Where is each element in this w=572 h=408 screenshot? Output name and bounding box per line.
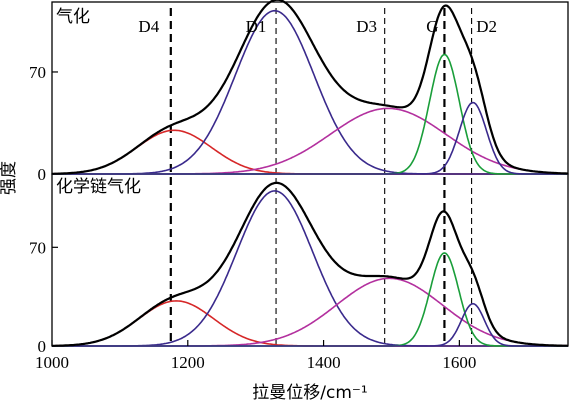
axis-ticks: 0 70 0 70 1000 1200 1400 1600 bbox=[29, 63, 476, 372]
component-curve-1-4 bbox=[52, 302, 568, 347]
component-curve-1-2 bbox=[52, 277, 569, 347]
peak-label-d2: D2 bbox=[476, 17, 497, 36]
x-tick-label-1400: 1400 bbox=[307, 353, 341, 372]
fit-envelope-curve-1 bbox=[52, 181, 569, 347]
peak-label-d1: D1 bbox=[246, 17, 267, 36]
x-tick-label-1600: 1600 bbox=[442, 353, 476, 372]
bottom-panel-title: 化学链气化 bbox=[56, 177, 141, 197]
y-tick-label-0-0: 0 bbox=[38, 165, 47, 184]
y-tick-label-1-0: 0 bbox=[38, 337, 47, 356]
y-axis-title: 强度 bbox=[0, 161, 19, 195]
component-curve-0-3 bbox=[52, 53, 568, 175]
peak-labels: D4 D1 D3 G D2 bbox=[138, 17, 497, 36]
y-tick-label-1-70: 70 bbox=[29, 238, 46, 257]
top-panel-title: 气化 bbox=[56, 7, 90, 27]
peak-label-d4: D4 bbox=[138, 17, 159, 36]
top-panel-curves bbox=[52, 0, 568, 175]
peak-label-d3: D3 bbox=[356, 17, 377, 36]
x-tick-label-1200: 1200 bbox=[171, 353, 205, 372]
component-curve-0-4 bbox=[52, 101, 568, 175]
peak-position-lines bbox=[169, 8, 473, 346]
x-tick-label-1000: 1000 bbox=[35, 353, 69, 372]
peak-label-g: G bbox=[426, 17, 438, 36]
y-tick-label-0-70: 70 bbox=[29, 63, 46, 82]
bottom-panel-curves bbox=[52, 181, 569, 347]
fit-envelope-curve-0 bbox=[52, 0, 568, 175]
x-axis-title: 拉曼位移/cm⁻¹ bbox=[252, 383, 367, 403]
